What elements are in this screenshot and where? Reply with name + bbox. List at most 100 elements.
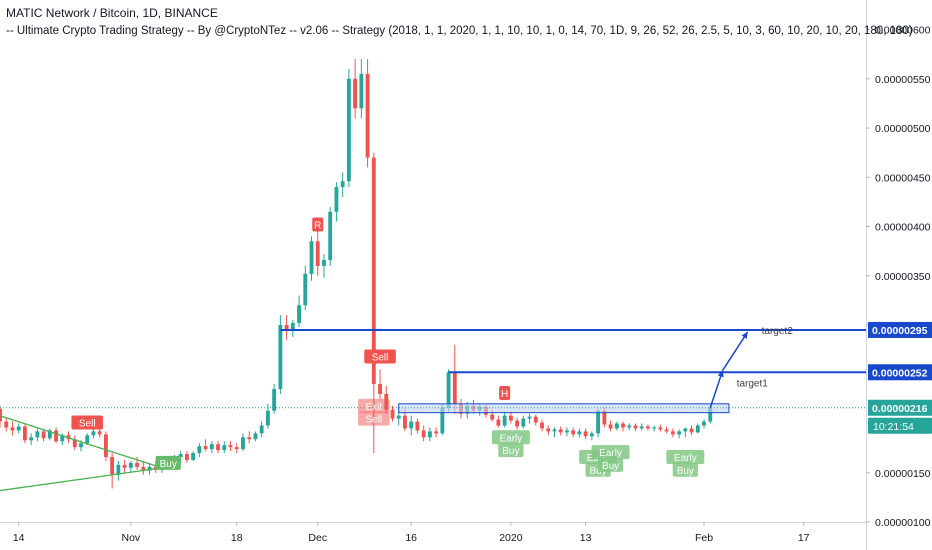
- candle-body: [16, 426, 21, 431]
- candle-body: [29, 437, 34, 441]
- signal-badge: [672, 462, 698, 477]
- candle-body: [677, 431, 682, 435]
- candle-body: [614, 423, 619, 429]
- time-tick-label: 2020: [499, 532, 523, 544]
- candle-body: [91, 431, 96, 436]
- strategy-legend[interactable]: -- Ultimate Crypto Trading Strategy -- B…: [6, 25, 913, 37]
- candle-body: [322, 260, 326, 266]
- candle-body: [533, 416, 538, 423]
- candle-body: [390, 409, 395, 419]
- target-price-tag: 0.00000252: [872, 367, 928, 379]
- candle-body: [103, 434, 108, 457]
- candle-body: [583, 431, 588, 437]
- candle-body: [608, 424, 613, 429]
- candle-body: [652, 427, 657, 429]
- target-price-tag: 0.00000295: [872, 325, 928, 337]
- projection-arrowhead: [717, 370, 724, 378]
- candle-body: [621, 423, 625, 428]
- candle-body: [290, 323, 295, 330]
- candle-body: [303, 273, 308, 306]
- candle-body: [0, 408, 2, 422]
- signal-label: Buy: [602, 461, 619, 472]
- candle-body: [47, 430, 52, 439]
- signal-label: Buy: [502, 446, 519, 457]
- candle-body: [565, 430, 569, 433]
- candle-body: [508, 415, 513, 421]
- current-price-tag: 0.00000216: [872, 403, 928, 415]
- candle-body: [527, 416, 532, 419]
- candle-body: [228, 445, 233, 448]
- candle-body: [446, 372, 451, 408]
- candle-body: [602, 410, 607, 425]
- candle-body: [695, 425, 700, 433]
- candle-body: [515, 420, 520, 427]
- candle-body: [346, 78, 351, 182]
- candle-body: [135, 462, 139, 467]
- price-tick-label: 0.00000450: [875, 172, 931, 184]
- candle-body: [596, 410, 601, 434]
- candle-body: [122, 464, 127, 468]
- candle-body: [409, 421, 414, 429]
- signal-badge: [358, 411, 390, 426]
- candle-body: [222, 445, 227, 451]
- candle-body: [216, 444, 220, 451]
- candle-body: [689, 428, 694, 433]
- time-tick-label: Nov: [121, 532, 140, 544]
- candle-body: [546, 428, 551, 432]
- time-tick-label: 16: [405, 532, 417, 544]
- candle-body: [708, 407, 713, 422]
- signal-badge: [491, 430, 530, 445]
- projection-arrow: [709, 370, 724, 408]
- price-axis[interactable]: 0.00000600 0.00000550 0.00000500 0.00000450…: [866, 25, 932, 529]
- resistance-box: [398, 403, 730, 414]
- signal-label: R: [314, 221, 321, 232]
- price-tick-label: 0.00000350: [875, 271, 931, 283]
- candle-body: [97, 431, 102, 435]
- signal-label: Early: [499, 433, 522, 444]
- price-tick-label: 0.00000150: [875, 468, 931, 480]
- price-tick-label: 0.00000100: [875, 517, 931, 529]
- candle-body: [209, 444, 214, 450]
- candle-body: [116, 464, 121, 475]
- candles-layer: [0, 59, 713, 489]
- candle-body: [359, 73, 364, 109]
- candle-body: [141, 466, 146, 471]
- candle-body: [403, 415, 407, 429]
- candle-body: [259, 425, 264, 434]
- candle-body: [639, 426, 644, 429]
- candle-body: [427, 431, 432, 438]
- candle-body: [589, 433, 594, 437]
- candle-body: [334, 187, 339, 212]
- candle-body: [558, 429, 563, 433]
- chart-title: MATIC Network / Bitcoin, 1D, BINANCE: [6, 6, 218, 20]
- candle-body: [85, 435, 90, 444]
- candle-body: [247, 437, 252, 440]
- signal-badge: [71, 415, 104, 430]
- candle-body: [502, 415, 507, 426]
- candle-body: [297, 305, 301, 324]
- price-tick-label: 0.00000400: [875, 222, 931, 234]
- candle-body: [440, 407, 445, 434]
- candle-body: [664, 429, 669, 432]
- signal-label: Early: [599, 448, 622, 459]
- candle-body: [396, 415, 401, 419]
- projection-arrowhead: [741, 331, 748, 339]
- time-tick-label: Dec: [308, 532, 327, 544]
- price-tick-label: 0.00000500: [875, 123, 931, 135]
- signal-label: Buy: [160, 459, 177, 470]
- signal-badge: [155, 455, 181, 470]
- time-axis[interactable]: 14 Nov 18 Dec 16 2020 13 Feb 17: [13, 522, 810, 544]
- signal-badge: [358, 398, 390, 413]
- candle-body: [147, 466, 152, 471]
- candle-body: [328, 211, 333, 261]
- candle-body: [353, 78, 358, 109]
- plot-area[interactable]: [0, 0, 866, 522]
- candle-body: [552, 429, 557, 432]
- signal-label: Early: [674, 453, 697, 464]
- candle-body: [234, 447, 239, 450]
- target-label: target2: [762, 326, 794, 337]
- candle-body: [253, 433, 258, 440]
- candle-body: [371, 157, 376, 385]
